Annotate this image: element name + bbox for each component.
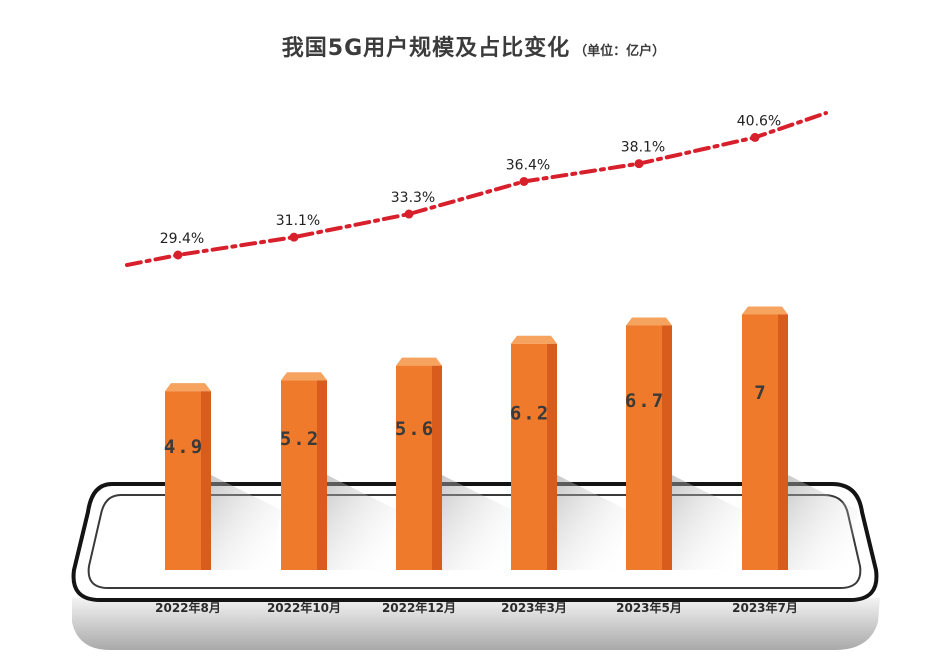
bar-cap — [742, 306, 788, 315]
bar-shadow — [788, 475, 858, 570]
ratio-line — [125, 111, 828, 267]
ratio-point — [404, 209, 414, 219]
bar-value-label: 5.2 — [280, 428, 320, 450]
bar-side — [432, 365, 442, 570]
x-tick-label: 2023年5月 — [616, 600, 682, 615]
bar: 5.6 — [395, 357, 442, 570]
bars-layer: 4.9 5.2 5.6 6.2 6.7 7 — [164, 306, 788, 570]
bar-value-label: 6.7 — [625, 390, 665, 412]
bar-cap — [626, 317, 672, 326]
bar-front — [626, 325, 662, 570]
bar-shadow — [442, 475, 512, 570]
bar-value-label: 7 — [754, 382, 767, 404]
ratio-point — [519, 177, 529, 186]
ratio-label: 31.1% — [276, 213, 320, 229]
bar-cap — [511, 335, 557, 344]
bar-value-label: 6.2 — [510, 403, 550, 425]
bar: 5.2 — [280, 372, 327, 570]
bar-shadows — [211, 475, 858, 570]
bar: 7 — [742, 306, 788, 570]
bar-side — [201, 391, 211, 570]
bar-front — [511, 343, 547, 570]
bar-side — [317, 380, 327, 570]
bar-front — [281, 380, 317, 570]
x-tick-label: 2022年8月 — [155, 600, 221, 615]
bar-shadow — [672, 475, 742, 570]
bar-shadow — [327, 475, 397, 570]
bar-side — [662, 325, 672, 570]
chart-unit: （单位：亿户） — [574, 44, 666, 59]
bar-side — [547, 343, 557, 570]
bar-front — [396, 365, 432, 570]
bar-cap — [281, 372, 327, 381]
bar-cap — [165, 383, 211, 392]
x-tick-label: 2023年7月 — [732, 600, 798, 615]
x-axis-labels: 2022年8月 2022年10月 2022年12月 2023年3月 2023年5月 202… — [155, 600, 798, 615]
ratio-point — [289, 232, 299, 242]
bar-front — [742, 314, 778, 570]
ratio-point — [173, 250, 183, 260]
chart-title-text: 我国5G用户规模及占比变化 — [281, 36, 571, 61]
ratio-label: 40.6% — [737, 113, 781, 129]
bar-cap — [396, 357, 442, 366]
ratio-label: 36.4% — [506, 158, 550, 174]
ratio-label: 33.3% — [391, 190, 435, 206]
bar-value-label: 5.6 — [395, 418, 435, 440]
x-tick-label: 2023年3月 — [501, 600, 567, 615]
bar-shadow — [211, 475, 281, 570]
bar: 6.2 — [510, 335, 557, 570]
bar: 4.9 — [164, 383, 211, 570]
bar-side — [778, 314, 788, 570]
bar-front — [165, 391, 201, 570]
bar: 6.7 — [625, 317, 672, 570]
bar-value-label: 4.9 — [164, 436, 204, 458]
x-tick-label: 2022年10月 — [267, 600, 341, 615]
ratio-label: 38.1% — [621, 140, 665, 156]
bar-shadow — [557, 475, 627, 570]
ratio-label: 29.4% — [160, 231, 204, 247]
chart-title: 我国5G用户规模及占比变化 （单位：亿户） — [0, 30, 947, 62]
x-tick-label: 2022年12月 — [382, 600, 456, 615]
ratio-point — [750, 132, 760, 142]
ratio-point — [634, 159, 644, 169]
ratio-line-layer: 29.4% 31.1% 33.3% 36.4% 38.1% 40.6% — [125, 111, 828, 267]
